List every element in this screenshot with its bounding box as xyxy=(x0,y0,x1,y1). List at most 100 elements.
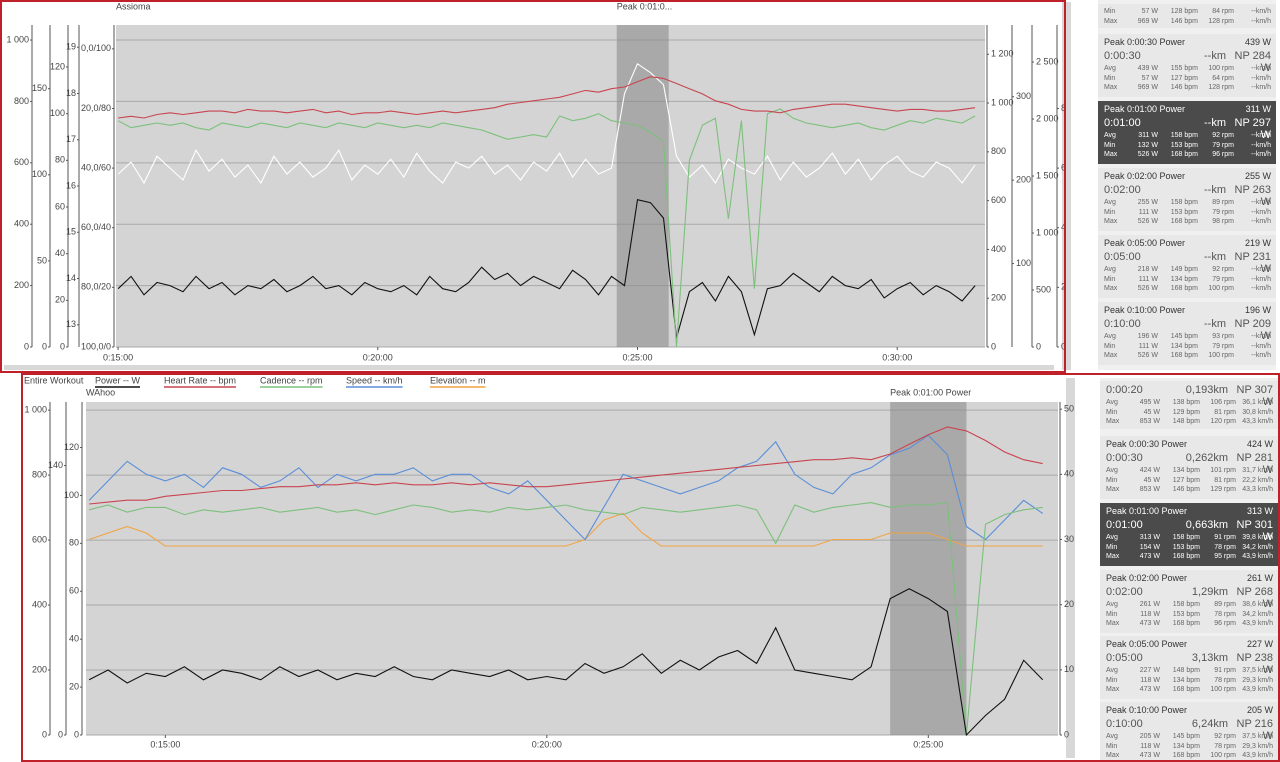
stat-cell: Avg xyxy=(1106,399,1118,406)
stat-cell: Avg xyxy=(1106,601,1118,608)
entry-power: 227 W xyxy=(1246,639,1273,649)
stat-row: Min 118 W 153 bpm 78 rpm 34,2 km/h xyxy=(1106,610,1273,620)
peak-entry[interactable]: Min 57 W 128 bpm 84 rpm --km/h Max 969 W 146 bp… xyxy=(1098,4,1276,28)
stat-cell: 79 rpm xyxy=(1212,275,1234,283)
entry-summary: 0:00:30 0,262km NP 281 W xyxy=(1106,452,1274,476)
stat-cell: 138 bpm xyxy=(1172,399,1200,406)
entry-title: Peak 0:05:00 Power xyxy=(1104,238,1186,248)
x-tick-label: 0:15:00 xyxy=(150,739,180,749)
stat-cell: 148 bpm xyxy=(1172,667,1200,674)
stat-cell: Max xyxy=(1106,418,1120,425)
peak-entry[interactable]: Peak 0:01:00 Power 313 W 0:01:00 0,663km NP … xyxy=(1100,503,1278,566)
stat-cell: 853 W xyxy=(1139,418,1160,425)
stat-cell: 969 W xyxy=(1137,84,1158,91)
peak-entry[interactable]: Peak 0:00:30 Power 424 W 0:00:30 0,262km NP … xyxy=(1100,436,1278,499)
entry-header: Peak 0:00:30 Power 424 W xyxy=(1106,439,1273,452)
entry-np: NP 209 W xyxy=(1234,318,1272,342)
entry-summary: 0:02:00 --km NP 263 W xyxy=(1104,184,1271,208)
stat-cell: Max xyxy=(1104,285,1118,292)
entry-np: NP 281 W xyxy=(1236,452,1274,476)
y-tick-label: 800 xyxy=(14,96,29,106)
stat-row: Avg 311 W 158 bpm 92 rpm --km/h xyxy=(1104,131,1271,141)
stat-cell: 127 bpm xyxy=(1172,476,1200,484)
stat-cell: Min xyxy=(1106,742,1118,750)
stat-cell: 111 W xyxy=(1138,208,1158,216)
peak-highlight xyxy=(890,402,967,735)
series-line xyxy=(117,108,976,348)
entry-title: Peak 0:10:00 Power xyxy=(1106,705,1188,715)
stat-cell: Min xyxy=(1104,342,1116,350)
stat-cell: 313 W xyxy=(1139,534,1160,541)
peak-entry[interactable]: Peak 0:05:00 Power 219 W 0:05:00 --km NP 231… xyxy=(1098,235,1276,298)
y-tick-label: 0 xyxy=(1061,341,1066,351)
stat-cell: 129 rpm xyxy=(1210,486,1236,493)
stat-cell: 853 W xyxy=(1139,486,1160,493)
peak-entry[interactable]: Peak 0:10:00 Power 196 W 0:10:00 --km NP 209… xyxy=(1098,302,1276,365)
y-tick-label: 200 xyxy=(14,280,29,290)
stat-cell: 168 bpm xyxy=(1170,352,1198,359)
stat-cell: Min xyxy=(1104,208,1116,216)
stat-cell: 127 bpm xyxy=(1170,74,1198,82)
entry-np: NP 297 W xyxy=(1234,117,1272,141)
stat-row: Min 111 W 134 bpm 79 rpm --km/h xyxy=(1104,275,1271,285)
entry-power: 424 W xyxy=(1246,439,1273,449)
entry-summary: 0:05:00 --km NP 231 W xyxy=(1104,251,1271,275)
entry-duration: 0:10:00 xyxy=(1104,318,1141,330)
entry-np: NP 268 W xyxy=(1236,586,1274,610)
entry-power: 205 W xyxy=(1246,705,1273,715)
stat-cell: Min xyxy=(1106,476,1118,484)
stat-cell: 424 W xyxy=(1139,467,1160,474)
stat-cell: 43,9 km/h xyxy=(1242,686,1273,693)
peak-entry[interactable]: Peak 0:05:00 Power 227 W 0:05:00 3,13km NP 2… xyxy=(1100,636,1278,699)
y-tick-label: 40 xyxy=(69,634,79,644)
scrollbar[interactable] xyxy=(1062,2,1071,370)
peak-entry[interactable]: Peak 0:01:00 Power 311 W 0:01:00 --km NP 297… xyxy=(1098,101,1276,164)
y-tick-label: 2 xyxy=(1061,282,1066,292)
y-tick-label: 15 xyxy=(66,227,76,237)
stat-cell: Min xyxy=(1104,141,1116,149)
y-tick-label: 20 xyxy=(1064,599,1074,609)
peak-entry[interactable]: Peak 0:10:00 Power 205 W 0:10:00 6,24km NP 2… xyxy=(1100,702,1278,760)
stat-cell: Max xyxy=(1106,620,1120,627)
stat-cell: 43,9 km/h xyxy=(1242,752,1273,759)
entry-header: Peak 0:05:00 Power 219 W xyxy=(1104,238,1271,251)
entry-distance: 6,24km xyxy=(1191,718,1228,730)
entry-distance: --km xyxy=(1204,251,1226,263)
y-tick-label: 10 xyxy=(1064,664,1074,674)
peak-entry[interactable]: 0:00:20 0,193km NP 307 W Avg 495 W 138 bpm 106… xyxy=(1100,381,1278,429)
y-tick-label: 500 xyxy=(1036,284,1051,294)
stat-cell: 311 W xyxy=(1138,132,1158,139)
entry-summary: 0:00:20 0,193km NP 307 W xyxy=(1106,384,1273,408)
scrollbar[interactable] xyxy=(1066,378,1075,758)
peak-entry[interactable]: Peak 0:00:30 Power 439 W 0:00:30 --km NP 284… xyxy=(1098,34,1276,97)
stat-cell: 96 rpm xyxy=(1214,620,1236,627)
stat-cell: 255 W xyxy=(1137,199,1158,206)
stat-cell: 158 bpm xyxy=(1170,132,1198,139)
stat-row: Max 473 W 168 bpm 96 rpm 43,9 km/h xyxy=(1106,619,1273,629)
peak-entry[interactable]: Peak 0:02:00 Power 261 W 0:02:00 1,29km NP 2… xyxy=(1100,570,1278,633)
stat-cell: --km/h xyxy=(1251,65,1271,72)
peak-entry[interactable]: Peak 0:02:00 Power 255 W 0:02:00 --km NP 263… xyxy=(1098,168,1276,231)
stat-cell: 111 W xyxy=(1138,342,1158,350)
stat-cell: 261 W xyxy=(1139,601,1160,608)
y-tick-label: 20 xyxy=(69,681,79,691)
series-line xyxy=(89,426,1043,505)
y-tick-label: 1 000 xyxy=(991,97,1014,107)
stat-cell: 98 rpm xyxy=(1212,218,1234,225)
stat-cell: --km/h xyxy=(1251,8,1271,15)
stat-cell: 89 rpm xyxy=(1214,601,1236,608)
entry-summary: 0:01:00 --km NP 297 W xyxy=(1104,117,1272,141)
stat-cell: 96 rpm xyxy=(1212,151,1234,158)
stat-row: Max 969 W 146 bpm 128 rpm --km/h xyxy=(1104,83,1271,93)
x-tick-label: 0:30:00 xyxy=(882,352,912,362)
entry-distance: 0,262km xyxy=(1185,452,1228,464)
stat-row: Min 111 W 134 bpm 79 rpm --km/h xyxy=(1104,342,1271,352)
stat-cell: 84 rpm xyxy=(1212,8,1234,15)
stat-cell: 120 rpm xyxy=(1210,418,1236,425)
legend-entry: Cadence -- rpm xyxy=(260,375,323,385)
entry-power: 311 W xyxy=(1245,104,1271,114)
entry-distance: --km xyxy=(1204,117,1226,129)
stat-cell: 158 bpm xyxy=(1170,199,1198,206)
scrollbar[interactable] xyxy=(4,365,1054,370)
